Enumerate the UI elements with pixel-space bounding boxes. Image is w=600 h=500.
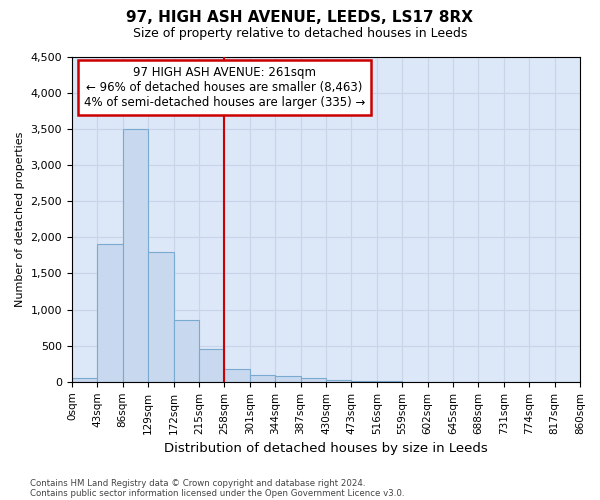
- Bar: [123, 129, 148, 382]
- Y-axis label: Number of detached properties: Number of detached properties: [15, 132, 25, 307]
- Bar: [173, 320, 199, 382]
- Text: Contains public sector information licensed under the Open Government Licence v3: Contains public sector information licen…: [30, 488, 404, 498]
- Text: 97, HIGH ASH AVENUE, LEEDS, LS17 8RX: 97, HIGH ASH AVENUE, LEEDS, LS17 8RX: [127, 10, 473, 25]
- X-axis label: Distribution of detached houses by size in Leeds: Distribution of detached houses by size …: [164, 442, 488, 455]
- Text: 97 HIGH ASH AVENUE: 261sqm
← 96% of detached houses are smaller (8,463)
4% of se: 97 HIGH ASH AVENUE: 261sqm ← 96% of deta…: [83, 66, 365, 110]
- Bar: [199, 350, 224, 382]
- Bar: [301, 378, 326, 382]
- Bar: [148, 252, 173, 382]
- Bar: [97, 244, 123, 382]
- Bar: [72, 378, 97, 382]
- Bar: [224, 369, 250, 382]
- Bar: [250, 374, 275, 382]
- Bar: [275, 376, 301, 382]
- Text: Contains HM Land Registry data © Crown copyright and database right 2024.: Contains HM Land Registry data © Crown c…: [30, 478, 365, 488]
- Bar: [326, 380, 352, 382]
- Bar: [352, 380, 377, 382]
- Text: Size of property relative to detached houses in Leeds: Size of property relative to detached ho…: [133, 28, 467, 40]
